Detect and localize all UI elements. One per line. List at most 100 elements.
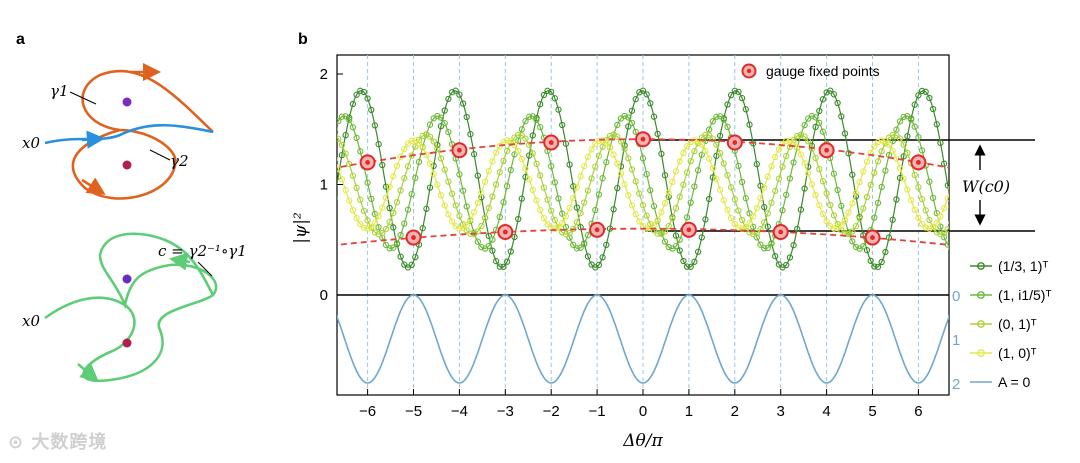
series-point	[349, 100, 357, 108]
series-point	[915, 92, 922, 99]
series-point	[647, 187, 654, 194]
series-point	[676, 193, 683, 200]
series-point	[790, 242, 797, 249]
series-point	[683, 214, 691, 221]
legend-label: (1, i1/5)ᵀ	[998, 287, 1052, 303]
series-point	[566, 229, 573, 237]
series-point	[419, 144, 426, 151]
series-point	[346, 160, 353, 168]
series-point	[896, 118, 904, 125]
series-point	[904, 113, 911, 120]
series-point	[698, 234, 705, 241]
series-point	[390, 209, 397, 217]
series-point	[426, 121, 434, 128]
series-point	[328, 149, 333, 154]
series-point	[940, 234, 948, 241]
series-point	[625, 155, 632, 162]
x-tick-label: −3	[497, 403, 514, 420]
series-point	[338, 141, 346, 149]
series-point	[474, 199, 481, 207]
series-point	[654, 216, 661, 224]
series-point	[922, 207, 929, 214]
series-point	[790, 159, 797, 166]
x-tick-label: 0	[639, 403, 647, 420]
series-point	[592, 140, 599, 147]
series-point	[669, 214, 676, 222]
series-point	[735, 207, 742, 214]
series-point	[415, 139, 423, 147]
series-point	[489, 247, 496, 254]
series-point	[735, 224, 742, 231]
series-point	[889, 137, 896, 145]
series-point	[379, 204, 386, 211]
series-point	[603, 139, 610, 146]
series-point	[592, 163, 599, 170]
series-point	[577, 173, 584, 180]
series-point	[337, 135, 342, 142]
series-point	[639, 155, 647, 162]
series-point	[540, 91, 548, 99]
gamma2-label: γ2	[170, 152, 189, 170]
series-point	[724, 101, 731, 108]
series-point	[852, 223, 860, 230]
legend-swatch-marker	[977, 320, 985, 328]
series-point	[797, 151, 805, 158]
gamma1-pointer	[69, 91, 97, 105]
series-4	[328, 137, 949, 232]
series-point	[779, 207, 786, 214]
series-point	[515, 215, 522, 223]
series-point	[852, 243, 860, 251]
x-tick-label: 4	[822, 403, 830, 420]
series-point	[595, 261, 603, 269]
series-point	[338, 151, 346, 159]
series-point	[467, 131, 474, 138]
series-point	[691, 183, 698, 190]
series-point	[337, 127, 338, 132]
series-point	[801, 133, 808, 140]
series-point	[371, 122, 379, 129]
series-point	[540, 184, 548, 191]
series-point	[724, 206, 731, 214]
series-point	[448, 89, 456, 96]
series-point	[342, 150, 349, 157]
series-point	[702, 147, 709, 154]
series-point	[437, 114, 445, 121]
gauge-point-center	[732, 140, 738, 145]
series-point	[489, 158, 496, 165]
series-point	[478, 243, 485, 251]
series-point	[761, 219, 768, 226]
series-point	[540, 214, 548, 222]
gamma2-curve	[44, 123, 214, 145]
series-point	[937, 213, 944, 220]
series-point	[713, 141, 720, 148]
series-point	[874, 263, 882, 271]
series-point	[860, 168, 867, 175]
series-point	[573, 219, 581, 226]
series-point	[426, 160, 434, 167]
series-point	[459, 100, 467, 107]
series-point	[588, 175, 595, 182]
series-point	[944, 182, 949, 189]
series-point	[871, 143, 878, 150]
series-point	[496, 169, 503, 176]
series-point	[584, 232, 592, 239]
series-point	[856, 179, 863, 186]
series-point	[610, 151, 617, 158]
series-point	[445, 178, 452, 185]
x-tick-label: 5	[868, 403, 876, 420]
series-point	[503, 147, 511, 155]
series-point	[518, 155, 525, 163]
gauge-point-center	[686, 227, 692, 233]
series-point	[577, 210, 584, 217]
series-point	[801, 121, 808, 129]
series-point	[368, 106, 375, 114]
series-point	[911, 123, 918, 130]
series-point	[360, 88, 368, 96]
series-point	[544, 220, 551, 228]
series-point	[658, 150, 665, 157]
series-point	[786, 254, 794, 261]
series-point	[676, 247, 683, 254]
series-point	[503, 258, 511, 265]
series-point	[794, 132, 801, 140]
series-point	[632, 95, 639, 103]
